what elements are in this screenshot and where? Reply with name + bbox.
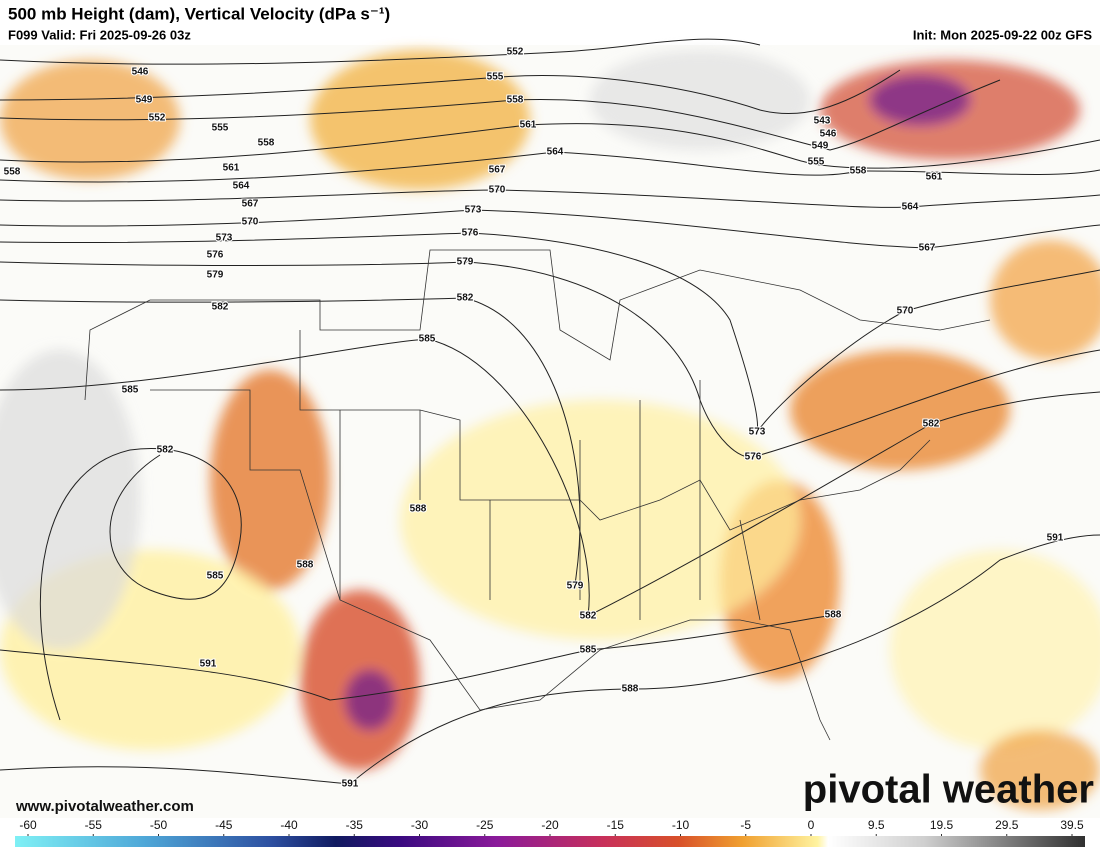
contour-label: 555: [808, 157, 825, 168]
contour-label: 564: [233, 181, 250, 192]
contour-label: 567: [489, 165, 506, 176]
contour-label: 567: [919, 243, 936, 254]
contour-label: 555: [212, 123, 229, 134]
contour-label: 552: [507, 47, 524, 58]
contour-label: 582: [580, 611, 597, 622]
contour-label: 561: [223, 163, 240, 174]
contour-label: 579: [567, 581, 584, 592]
contour-label: 546: [820, 129, 837, 140]
brand-watermark: pivotal weather: [803, 768, 1094, 812]
colorbar-tick-label: -20: [541, 818, 559, 832]
contour-label: 546: [132, 67, 149, 78]
contour-label: 549: [136, 95, 153, 106]
colorbar-tick-label: 9.5: [868, 818, 885, 832]
contour-label: 549: [812, 141, 829, 152]
contour-label: 561: [926, 172, 943, 183]
contour-label: 585: [122, 385, 139, 396]
colorbar-tick-label: 0: [808, 818, 815, 832]
contour-label: 573: [216, 233, 233, 244]
contour-label: 558: [258, 138, 275, 149]
contour-label: 579: [207, 270, 224, 281]
contour-label: 561: [520, 120, 537, 131]
colorbar-scale: [15, 836, 1085, 847]
colorbar-tick-label: 39.5: [1060, 818, 1084, 832]
contour-label: 591: [200, 659, 217, 670]
colorbar-tick-label: -15: [607, 818, 625, 832]
colorbar-tick-label: -40: [280, 818, 298, 832]
contour-label: 570: [242, 217, 259, 228]
contour-label: 573: [749, 427, 766, 438]
contour-label: 591: [1047, 533, 1064, 544]
map: 5465495525555585615645675705735765795825…: [0, 38, 1100, 818]
contour-label: 564: [547, 147, 564, 158]
contour-label: 555: [487, 72, 504, 83]
contour-label: 543: [814, 116, 831, 127]
contour-label: 573: [465, 205, 482, 216]
colorbar-tick-label: -30: [411, 818, 429, 832]
contour-label: 567: [242, 199, 259, 210]
contour-label: 585: [580, 645, 597, 656]
header-bg: [0, 0, 1100, 45]
colorbar-tick-label: 19.5: [930, 818, 954, 832]
contour-label: 570: [489, 185, 506, 196]
colorbar-tick-label: -55: [85, 818, 103, 832]
contour-label: 576: [462, 228, 479, 239]
contour-label: 552: [149, 113, 166, 124]
height-contours: [0, 38, 1100, 785]
boundaries: [84, 249, 991, 741]
colorbar-tick-label: -5: [740, 818, 751, 832]
contour-label: 588: [297, 560, 314, 571]
contour-label: 588: [622, 684, 639, 695]
colorbar-tick-label: -35: [346, 818, 364, 832]
contour-label: 585: [419, 334, 436, 345]
map-title: 500 mb Height (dam), Vertical Velocity (…: [8, 4, 390, 23]
contour-label: 582: [157, 445, 174, 456]
contour-label: 579: [457, 257, 474, 268]
colorbar-tick-label: -10: [672, 818, 690, 832]
contour-label: 576: [207, 250, 224, 261]
site-url: www.pivotalweather.com: [15, 798, 194, 815]
colorbar: -60 -55 -50 -45 -40 -35 -30 -25 -20 -15 -10 -5 0 9.5 1…: [15, 818, 1085, 850]
contour-label: 582: [923, 419, 940, 430]
contour-label: 558: [850, 166, 867, 177]
colorbar-tick-label: -25: [476, 818, 494, 832]
contour-label: 570: [897, 306, 914, 317]
colorbar-tick-label: -50: [150, 818, 168, 832]
contour-label: 588: [410, 504, 427, 515]
init-time: Init: Mon 2025-09-22 00z GFS: [913, 27, 1092, 42]
contour-label: 564: [902, 202, 919, 213]
contour-labels: 5465495525555585615645675705735765795825…: [3, 46, 1065, 791]
colorbar-tick-label: -60: [19, 818, 37, 832]
contour-label: 582: [457, 293, 474, 304]
contour-label: 558: [4, 167, 21, 178]
colorbar-tick-label: -45: [215, 818, 233, 832]
valid-time: F099 Valid: Fri 2025-09-26 03z: [8, 27, 191, 42]
contour-label: 558: [507, 95, 524, 106]
contour-label: 591: [342, 779, 359, 790]
contour-label: 582: [212, 302, 229, 313]
contour-label: 588: [825, 610, 842, 621]
colorbar-tick-label: 29.5: [995, 818, 1019, 832]
contour-label: 585: [207, 571, 224, 582]
contour-label: 576: [745, 452, 762, 463]
